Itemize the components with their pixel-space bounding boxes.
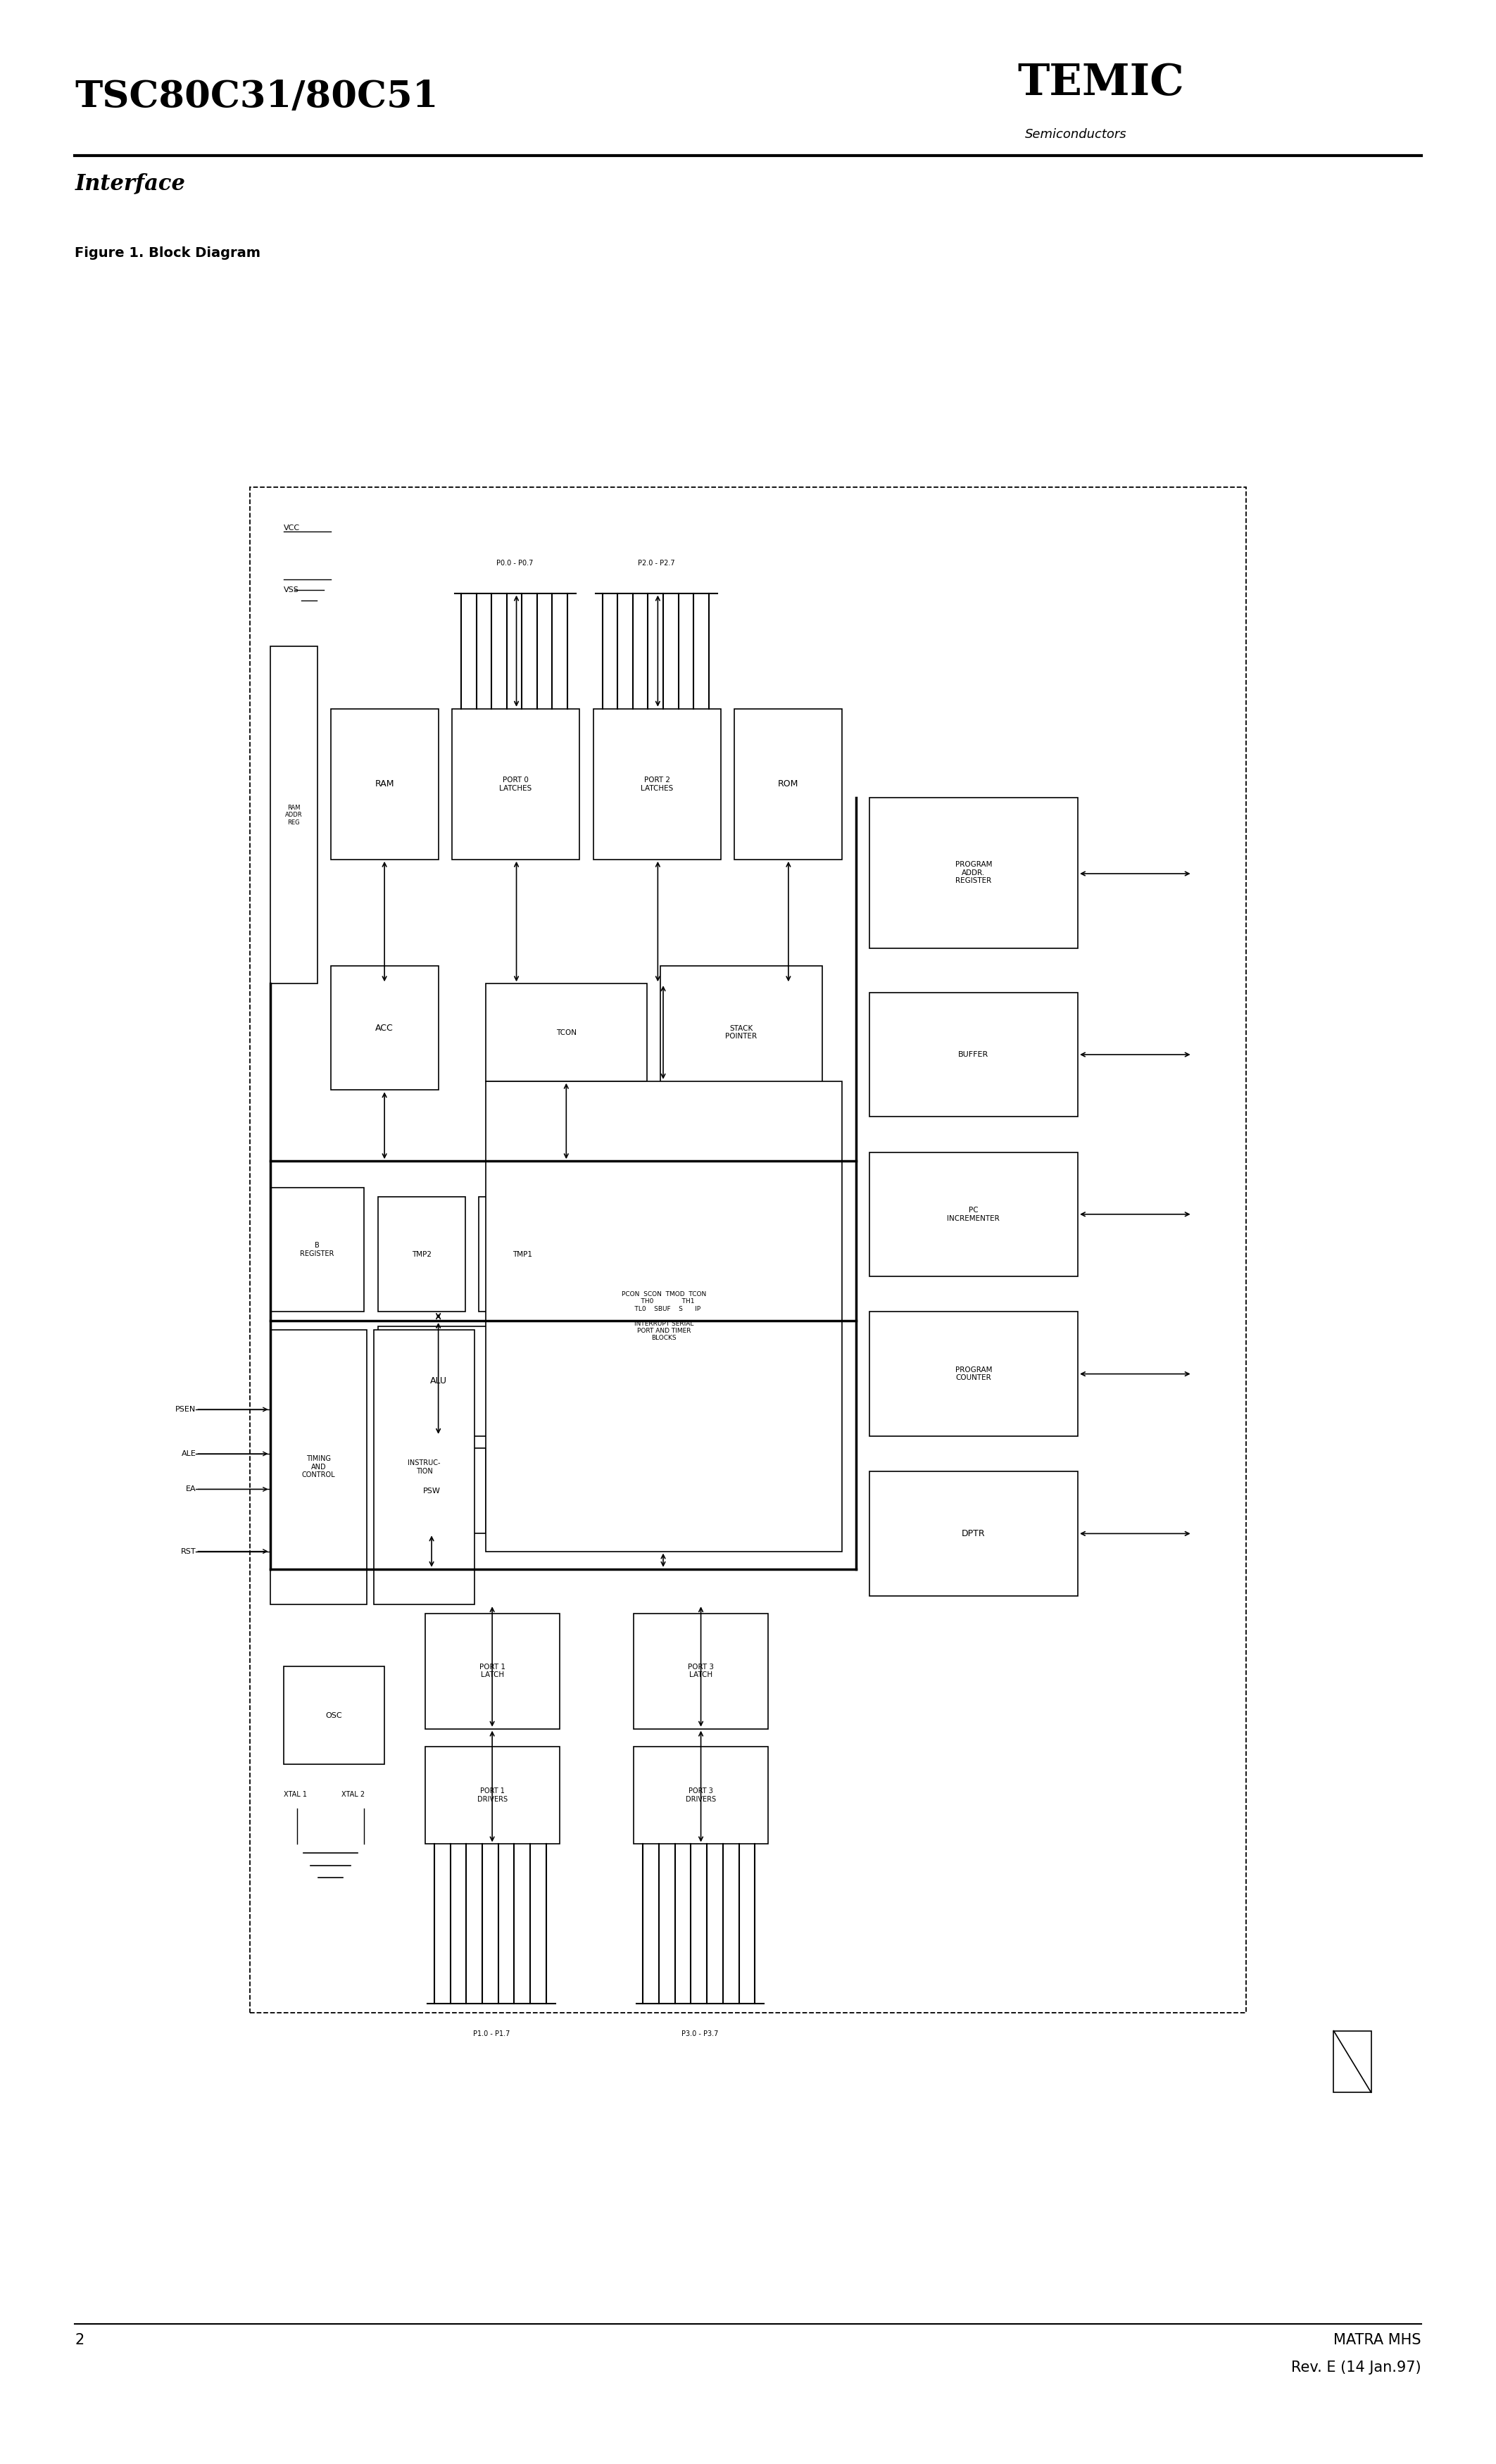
Text: XTAL 2: XTAL 2 xyxy=(341,1791,365,1799)
Text: PSW: PSW xyxy=(423,1488,440,1496)
Text: RAM
ADDR
REG: RAM ADDR REG xyxy=(284,806,302,825)
Text: ROM: ROM xyxy=(778,779,799,788)
Text: TIMING
AND
CONTROL: TIMING AND CONTROL xyxy=(302,1456,335,1478)
Bar xyxy=(479,1198,565,1311)
Text: PORT 1
LATCH: PORT 1 LATCH xyxy=(479,1663,506,1678)
Bar xyxy=(485,983,646,1082)
Text: BUFFER: BUFFER xyxy=(959,1052,989,1057)
Text: PORT 3
DRIVERS: PORT 3 DRIVERS xyxy=(685,1789,717,1804)
Text: PROGRAM
ADDR.
REGISTER: PROGRAM ADDR. REGISTER xyxy=(954,860,992,885)
Bar xyxy=(284,1666,384,1764)
Text: ALE: ALE xyxy=(181,1451,196,1456)
Bar xyxy=(425,1747,560,1843)
Bar xyxy=(377,1198,465,1311)
Text: TSC80C31/80C51: TSC80C31/80C51 xyxy=(75,79,438,116)
Text: VSS: VSS xyxy=(284,586,299,594)
Text: B
REGISTER: B REGISTER xyxy=(301,1242,334,1257)
Bar xyxy=(633,1747,769,1843)
Bar xyxy=(269,1188,365,1311)
Bar xyxy=(269,1331,367,1604)
Bar xyxy=(425,1614,560,1730)
Text: PC
INCREMENTER: PC INCREMENTER xyxy=(947,1207,999,1222)
Text: Semiconductors: Semiconductors xyxy=(1025,128,1126,140)
Bar xyxy=(660,966,821,1099)
Text: INSTRUC-
TION: INSTRUC- TION xyxy=(408,1459,440,1473)
Text: TCON: TCON xyxy=(557,1030,576,1035)
Bar xyxy=(869,993,1077,1116)
Bar xyxy=(377,1449,485,1533)
Text: P2.0 - P2.7: P2.0 - P2.7 xyxy=(637,559,675,567)
Text: Rev. E (14 Jan.97): Rev. E (14 Jan.97) xyxy=(1291,2361,1421,2375)
Text: PCON  SCON  TMOD  TCON
    TH0              TH1
    TL0    SBUF    S      IP

IN: PCON SCON TMOD TCON TH0 TH1 TL0 SBUF S I… xyxy=(621,1291,706,1340)
Bar xyxy=(735,710,842,860)
Text: STACK
POINTER: STACK POINTER xyxy=(726,1025,757,1040)
Bar xyxy=(869,1153,1077,1276)
Text: XTAL 1: XTAL 1 xyxy=(284,1791,307,1799)
Text: ACC: ACC xyxy=(375,1023,393,1032)
Text: OSC: OSC xyxy=(326,1712,343,1720)
Bar xyxy=(250,488,1246,2013)
Text: Figure 1. Block Diagram: Figure 1. Block Diagram xyxy=(75,246,260,259)
Bar xyxy=(374,1331,474,1604)
Bar xyxy=(485,1082,842,1552)
Text: 2: 2 xyxy=(75,2333,84,2348)
Text: PORT 1
DRIVERS: PORT 1 DRIVERS xyxy=(477,1789,507,1804)
Bar xyxy=(869,1311,1077,1437)
Bar xyxy=(1334,2030,1370,2092)
Text: PORT 2
LATCHES: PORT 2 LATCHES xyxy=(640,776,673,791)
Bar xyxy=(269,646,317,983)
Text: P0.0 - P0.7: P0.0 - P0.7 xyxy=(497,559,534,567)
Bar xyxy=(633,1614,769,1730)
Text: TMP2: TMP2 xyxy=(411,1252,431,1257)
Bar xyxy=(377,1326,500,1437)
Text: MATRA MHS: MATRA MHS xyxy=(1333,2333,1421,2348)
Text: Interface: Interface xyxy=(75,172,186,195)
Text: ALU: ALU xyxy=(429,1377,447,1385)
Text: P3.0 - P3.7: P3.0 - P3.7 xyxy=(682,2030,718,2038)
Text: RAM: RAM xyxy=(375,779,393,788)
Text: PORT 3
LATCH: PORT 3 LATCH xyxy=(688,1663,714,1678)
Text: EA: EA xyxy=(186,1486,196,1493)
Bar xyxy=(869,1471,1077,1597)
Bar xyxy=(869,798,1077,949)
Text: PROGRAM
COUNTER: PROGRAM COUNTER xyxy=(954,1368,992,1382)
Text: TMP1: TMP1 xyxy=(513,1252,533,1257)
Text: TEMIC: TEMIC xyxy=(1017,62,1183,103)
Text: DPTR: DPTR xyxy=(962,1530,986,1538)
Text: RST: RST xyxy=(181,1547,196,1555)
Bar xyxy=(452,710,579,860)
Text: PORT 0
LATCHES: PORT 0 LATCHES xyxy=(500,776,533,791)
Text: VCC: VCC xyxy=(284,525,299,532)
Text: P1.0 - P1.7: P1.0 - P1.7 xyxy=(473,2030,510,2038)
Bar xyxy=(331,966,438,1089)
Text: PSEN: PSEN xyxy=(175,1407,196,1412)
Bar xyxy=(592,710,721,860)
Bar xyxy=(331,710,438,860)
